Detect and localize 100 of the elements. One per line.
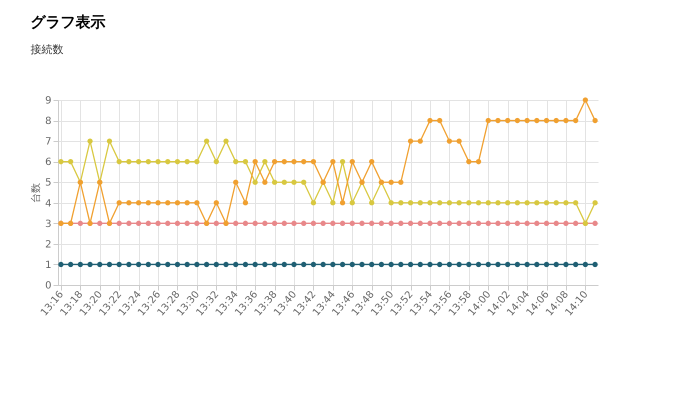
point <box>87 138 93 144</box>
point <box>165 159 170 164</box>
point <box>388 200 394 206</box>
point <box>534 220 540 226</box>
point <box>68 262 74 268</box>
point <box>398 262 404 268</box>
y-tick-label: 8 <box>45 116 52 128</box>
point <box>97 262 102 268</box>
point <box>427 220 433 226</box>
point <box>340 220 346 226</box>
point <box>398 220 404 226</box>
point <box>194 159 200 164</box>
point <box>272 180 278 185</box>
point <box>272 159 278 164</box>
point <box>310 200 316 206</box>
point <box>78 220 83 226</box>
point <box>563 262 569 268</box>
point <box>310 159 316 164</box>
point <box>146 262 151 268</box>
point <box>320 262 326 268</box>
point <box>408 220 414 226</box>
point <box>534 200 540 206</box>
point <box>582 262 588 268</box>
point <box>418 220 423 226</box>
point <box>563 220 569 226</box>
point <box>233 220 238 226</box>
point <box>58 159 64 164</box>
point <box>194 220 200 226</box>
point <box>446 220 452 226</box>
point <box>350 220 355 226</box>
point <box>155 262 161 268</box>
point <box>262 220 268 226</box>
point <box>466 159 472 164</box>
point <box>592 262 598 268</box>
point <box>476 262 482 268</box>
point <box>78 262 83 268</box>
point <box>378 220 384 226</box>
point <box>204 262 210 268</box>
y-tick-label: 6 <box>45 157 52 168</box>
point <box>174 262 180 268</box>
point <box>320 220 326 226</box>
point <box>291 180 297 185</box>
point <box>524 200 530 206</box>
point <box>146 159 151 164</box>
point <box>214 159 219 164</box>
point <box>534 262 540 268</box>
point <box>388 262 394 268</box>
point <box>350 200 355 206</box>
point <box>136 159 142 164</box>
point <box>126 220 132 226</box>
point <box>252 220 258 226</box>
point <box>223 138 229 144</box>
point <box>165 262 170 268</box>
point <box>165 220 170 226</box>
point <box>184 262 190 268</box>
point <box>398 200 404 206</box>
point <box>126 159 132 164</box>
y-tick-label: 1 <box>45 260 52 271</box>
point <box>505 200 510 206</box>
point <box>301 262 306 268</box>
point <box>262 159 268 164</box>
y-tick-label: 4 <box>45 198 52 210</box>
point <box>573 118 578 124</box>
point <box>68 159 74 164</box>
point <box>524 118 530 124</box>
point <box>282 262 287 268</box>
point <box>126 262 132 268</box>
point <box>446 262 452 268</box>
chart-subtitle: 接続数 <box>30 43 64 56</box>
point <box>544 200 550 206</box>
point <box>106 138 112 144</box>
point <box>97 220 102 226</box>
point <box>194 200 200 206</box>
point <box>486 118 491 124</box>
point <box>495 262 501 268</box>
point <box>592 220 598 226</box>
point <box>388 220 394 226</box>
point <box>408 262 414 268</box>
point <box>174 220 180 226</box>
point <box>106 262 112 268</box>
point <box>136 220 142 226</box>
point <box>262 180 268 185</box>
point <box>369 220 374 226</box>
y-tick-label: 3 <box>45 218 52 230</box>
y-axis-title: 台数 <box>30 183 42 203</box>
point <box>388 180 394 185</box>
point <box>369 262 374 268</box>
point <box>359 262 365 268</box>
y-tick-label: 7 <box>45 136 52 148</box>
point <box>505 262 510 268</box>
point <box>301 159 306 164</box>
point <box>427 200 433 206</box>
point <box>486 262 491 268</box>
point <box>446 138 452 144</box>
point <box>524 262 530 268</box>
point <box>437 118 442 124</box>
point <box>252 180 258 185</box>
point <box>486 200 491 206</box>
point <box>427 118 433 124</box>
y-tick-label: 0 <box>45 280 52 292</box>
